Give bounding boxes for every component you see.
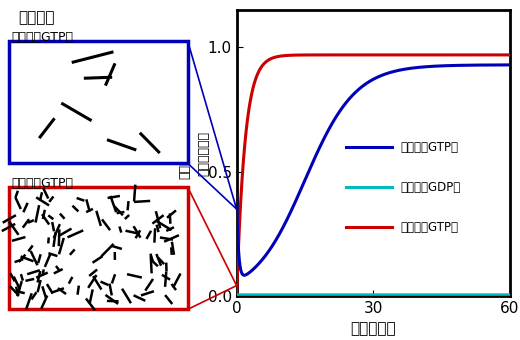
Bar <box>9 41 188 163</box>
X-axis label: 時間（分）: 時間（分） <box>350 321 396 336</box>
Text: （落渄測定）: （落渄測定） <box>198 131 210 175</box>
Text: 変異体（GTP）: 変異体（GTP） <box>400 221 459 234</box>
Text: 野生型（GTP）: 野生型（GTP） <box>11 31 73 44</box>
Text: 野生型（GTP）: 野生型（GTP） <box>400 141 459 154</box>
Text: 微小管像: 微小管像 <box>18 10 55 25</box>
Text: 野生型（GDP）: 野生型（GDP） <box>400 181 461 194</box>
Text: 微小管生成速度: 微小管生成速度 <box>178 127 191 179</box>
Bar <box>9 187 188 309</box>
Text: 変異体（GTP）: 変異体（GTP） <box>11 177 73 190</box>
